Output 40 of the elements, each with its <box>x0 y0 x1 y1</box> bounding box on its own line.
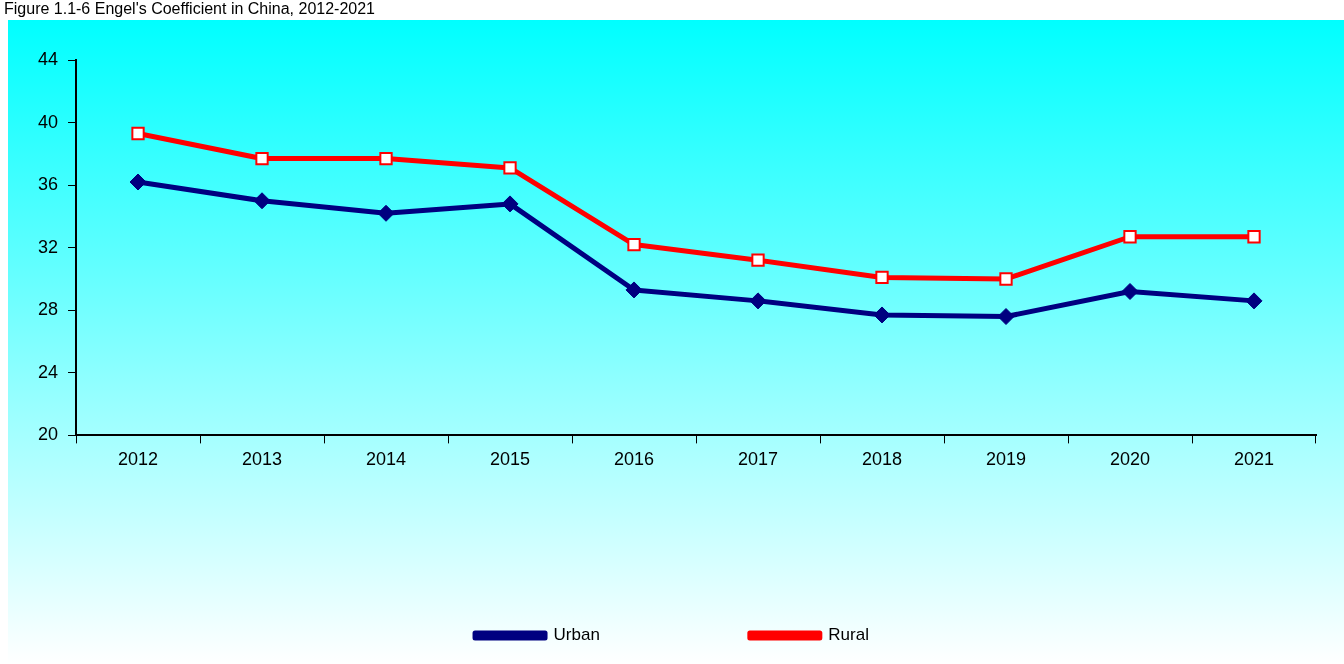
y-tick-label: 32 <box>37 236 59 257</box>
x-tick-label: 2012 <box>118 449 159 470</box>
x-tick-label: 2018 <box>861 449 903 470</box>
point <box>1247 230 1261 244</box>
point <box>131 126 145 141</box>
point <box>255 151 269 166</box>
x-tick-label: 2021 <box>1233 449 1275 470</box>
y-tick-label: 20 <box>37 424 59 445</box>
point <box>379 151 393 166</box>
point <box>1245 292 1263 310</box>
x-tick-label: 2013 <box>241 449 283 470</box>
x-tick-label: 2019 <box>985 449 1027 470</box>
chart-title: Figure 1.1-6 Engel's Coefficient in China, 2012-2021 <box>3 0 376 19</box>
point <box>129 173 147 191</box>
point <box>999 272 1013 286</box>
y-tick-label: 24 <box>37 361 59 382</box>
y-tick-label: 36 <box>37 174 59 195</box>
x-tick-label: 2014 <box>365 449 407 470</box>
point <box>749 292 767 310</box>
legend-label: Rural <box>828 625 869 645</box>
point <box>627 237 641 252</box>
point <box>503 161 517 175</box>
point <box>1123 230 1137 244</box>
point <box>997 308 1015 326</box>
point <box>625 281 643 299</box>
x-tick-label: 2020 <box>1109 449 1151 470</box>
legend-label: Urban <box>553 625 600 645</box>
x-tick-label: 2016 <box>613 449 655 470</box>
point <box>253 192 271 210</box>
point <box>377 204 395 222</box>
y-tick-label: 28 <box>37 299 59 320</box>
x-tick-label: 2017 <box>737 449 779 470</box>
point <box>751 253 765 267</box>
y-tick-label: 40 <box>37 111 59 132</box>
point <box>1121 283 1139 300</box>
y-tick-label: 44 <box>37 48 59 69</box>
point <box>873 306 891 324</box>
point <box>501 195 519 213</box>
x-tick-label: 2015 <box>489 449 531 470</box>
point <box>875 270 889 285</box>
